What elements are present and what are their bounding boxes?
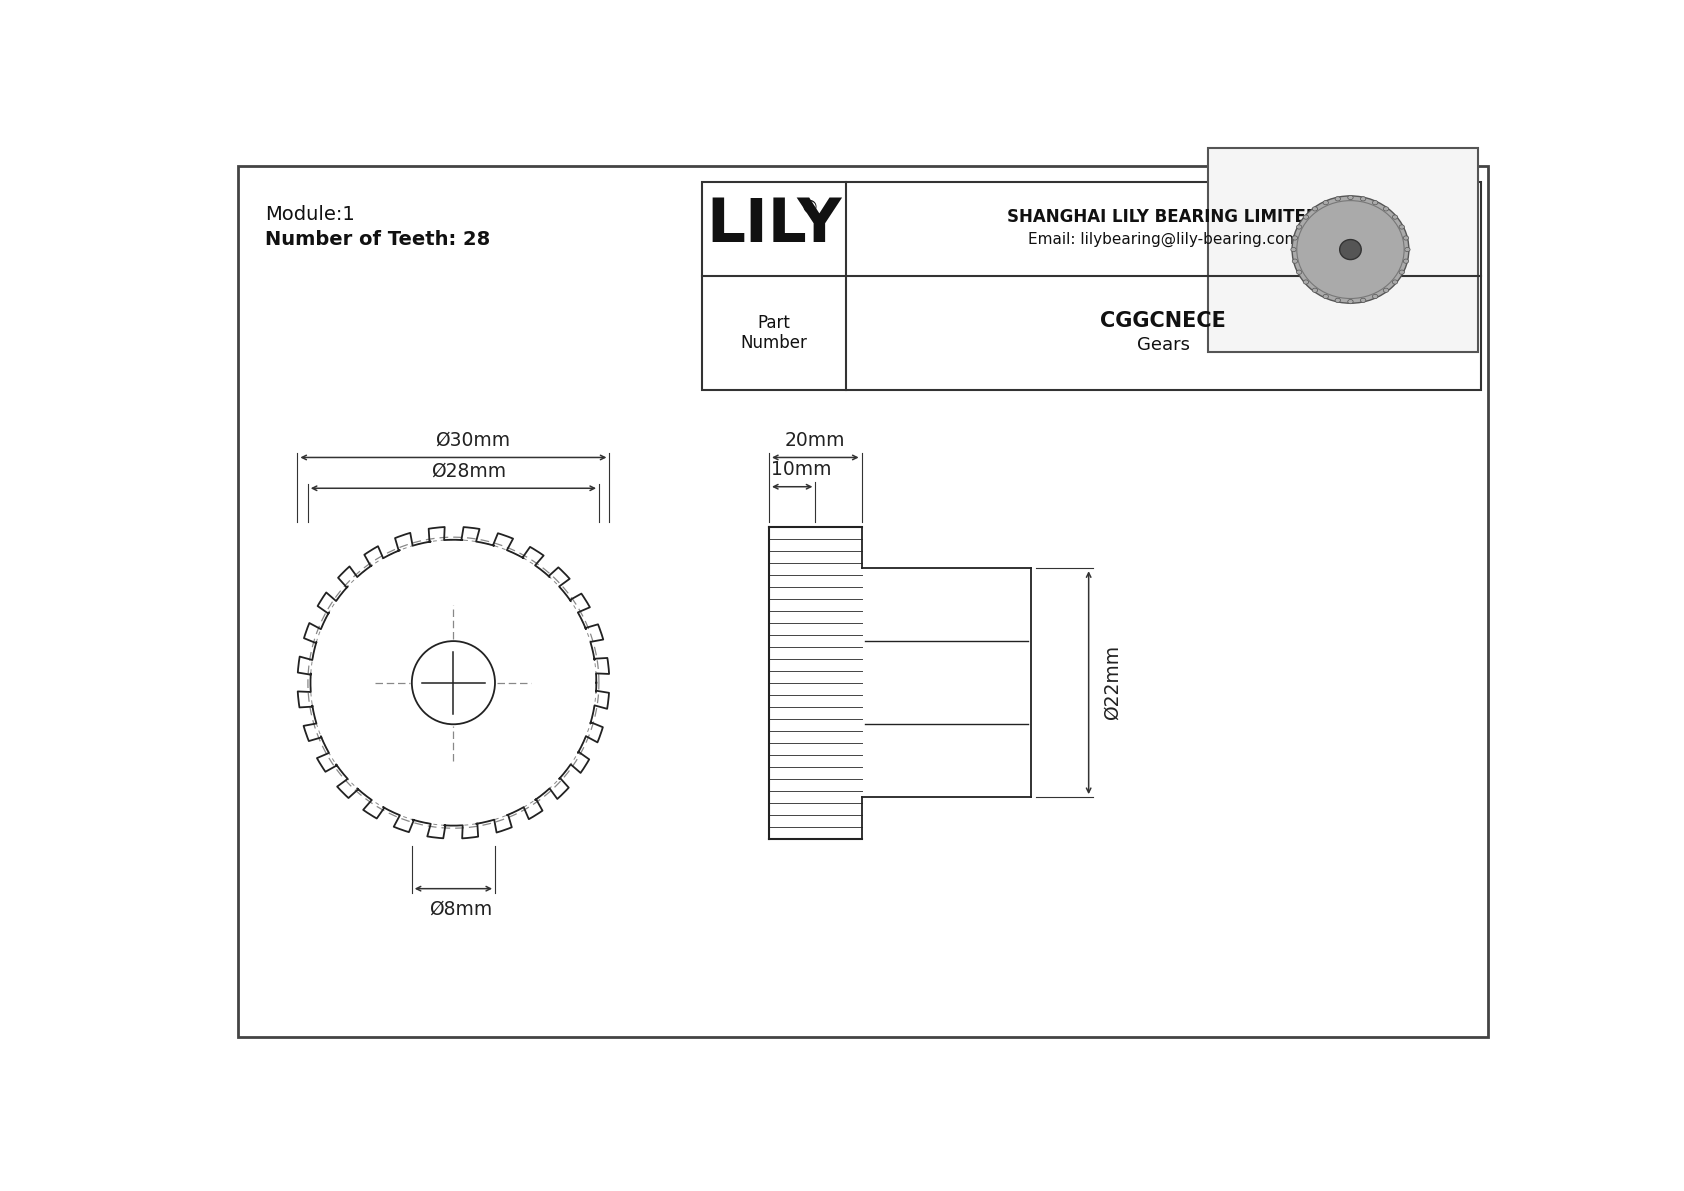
Ellipse shape (1361, 197, 1366, 201)
Ellipse shape (1372, 294, 1378, 299)
Ellipse shape (1403, 236, 1410, 241)
Ellipse shape (1403, 258, 1410, 263)
Text: LILY: LILY (706, 197, 842, 255)
Ellipse shape (1393, 280, 1398, 285)
Ellipse shape (1335, 197, 1340, 201)
Ellipse shape (1292, 258, 1298, 263)
Ellipse shape (1361, 298, 1366, 303)
Ellipse shape (1312, 207, 1317, 211)
Text: CGGCNECE: CGGCNECE (1100, 311, 1226, 331)
Ellipse shape (1393, 216, 1398, 219)
Bar (702, 182, 1480, 391)
Ellipse shape (1312, 288, 1317, 292)
Ellipse shape (1347, 195, 1354, 200)
Text: Ø28mm: Ø28mm (431, 462, 507, 480)
Ellipse shape (1303, 216, 1308, 219)
Ellipse shape (1335, 298, 1340, 303)
Text: 10mm: 10mm (771, 460, 832, 479)
Text: Ø30mm: Ø30mm (434, 431, 510, 450)
Ellipse shape (1340, 239, 1361, 260)
Text: Part
Number: Part Number (741, 313, 808, 353)
Ellipse shape (1303, 280, 1308, 285)
Text: 20mm: 20mm (785, 431, 845, 450)
Text: SHANGHAI LILY BEARING LIMITED: SHANGHAI LILY BEARING LIMITED (1007, 207, 1320, 225)
Ellipse shape (1303, 227, 1366, 272)
Text: Ø8mm: Ø8mm (429, 899, 493, 918)
Ellipse shape (1292, 195, 1410, 304)
Text: Module:1: Module:1 (264, 205, 355, 224)
Text: Gears: Gears (1137, 336, 1191, 354)
Ellipse shape (1292, 248, 1297, 251)
Ellipse shape (1324, 294, 1329, 299)
Ellipse shape (1383, 288, 1389, 292)
Text: ®: ® (800, 199, 818, 217)
Bar (1207, 148, 1477, 351)
Text: Email: lilybearing@lily-bearing.com: Email: lilybearing@lily-bearing.com (1027, 232, 1298, 248)
Ellipse shape (1404, 248, 1410, 251)
Ellipse shape (1383, 207, 1389, 211)
Ellipse shape (1372, 200, 1378, 205)
Ellipse shape (1399, 225, 1404, 229)
Text: Number of Teeth: 28: Number of Teeth: 28 (264, 230, 490, 249)
Ellipse shape (1324, 200, 1329, 205)
Ellipse shape (1292, 236, 1298, 241)
Ellipse shape (1399, 270, 1404, 274)
Ellipse shape (1347, 299, 1354, 304)
Ellipse shape (1297, 225, 1302, 229)
Ellipse shape (1297, 270, 1302, 274)
Text: Ø22mm: Ø22mm (1103, 646, 1122, 721)
